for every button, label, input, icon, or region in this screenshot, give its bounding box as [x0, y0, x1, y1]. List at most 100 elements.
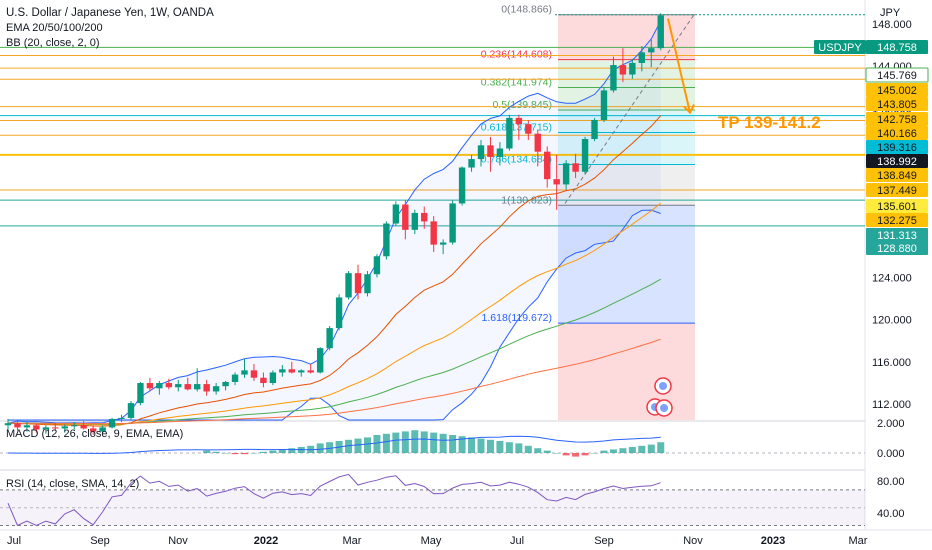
ema200-line: [8, 338, 661, 425]
price-tag-label: 142.758: [877, 114, 917, 126]
price-tag: [866, 97, 928, 111]
ema20-line: [7, 115, 662, 427]
candle-body: [326, 328, 333, 349]
candle-body: [657, 15, 664, 49]
fib-label: 0.5(139.845): [492, 99, 552, 111]
price-tag: [866, 126, 928, 140]
fib-label: 1.618(119.672): [482, 312, 552, 324]
event-flag-dot: [660, 404, 668, 412]
candle-body: [231, 374, 239, 382]
fib-label: 0.382(141.974): [481, 77, 552, 89]
price-tag: [866, 83, 928, 97]
candle-body: [156, 383, 163, 389]
price-tag: [866, 168, 928, 182]
candle-body: [525, 124, 532, 134]
candle-body: [108, 418, 116, 428]
time-tick: Nov: [683, 535, 703, 547]
macd-bar: [581, 453, 589, 456]
rsi-legend: RSI (14, close, SMA, 14, 2): [6, 478, 140, 490]
fib-label: 0.618(137.715): [481, 121, 552, 133]
candle-body: [23, 425, 31, 428]
time-tick: Sep: [90, 535, 110, 547]
macd-bar: [638, 445, 646, 453]
price-tag-label: 139.316: [877, 142, 917, 154]
candle-body: [14, 423, 21, 428]
candle-body: [648, 48, 655, 53]
candle-body: [345, 273, 352, 298]
macd-bar: [278, 449, 286, 453]
price-tag-label: 143.805: [877, 99, 917, 111]
price-tag: [866, 154, 928, 168]
currency-label: JPY: [880, 7, 901, 19]
price-tag-label: 132.275: [877, 215, 917, 227]
candle-body: [146, 383, 154, 389]
candle-body: [222, 381, 229, 387]
price-tag: [865, 67, 929, 83]
macd-bar: [411, 430, 419, 453]
macd-bar: [430, 432, 438, 453]
macd-bar: [288, 448, 296, 453]
candle-body: [175, 384, 182, 388]
candle-body: [411, 212, 418, 230]
macd-bar: [363, 437, 371, 453]
macd-bar: [505, 442, 513, 453]
candle-body: [468, 159, 475, 168]
price-tag: [866, 241, 928, 255]
candle-body: [562, 163, 570, 185]
fib-label: 0.236(144.608): [481, 49, 552, 61]
macd-bar: [373, 435, 381, 453]
rsi-tick: 80.00: [877, 476, 905, 488]
macd-bar: [269, 450, 277, 453]
candle-body: [194, 384, 201, 390]
price-tag: [866, 228, 928, 242]
candle-body: [4, 423, 12, 426]
macd-bar: [628, 447, 636, 453]
ema-legend: EMA 20/50/100/200: [6, 22, 103, 34]
chart-title: U.S. Dollar / Japanese Yen, 1W, OANDA: [6, 7, 214, 19]
candle-body: [600, 90, 608, 120]
macd-bar: [316, 443, 324, 453]
candle-body: [392, 204, 400, 224]
candle-body: [335, 297, 343, 329]
candle-body: [33, 425, 40, 430]
candle-body: [364, 274, 371, 294]
macd-legend: MACD (12, 26, close, 9, EMA, EMA): [6, 428, 184, 440]
macd-bar: [647, 444, 655, 453]
candle-body: [638, 52, 646, 63]
fib-label: 0(148.866): [501, 4, 552, 16]
macd-bar: [553, 453, 561, 454]
macd-bar: [543, 450, 551, 453]
candle-body: [439, 242, 447, 245]
macd-bar: [401, 431, 409, 453]
price-tick: 124.000: [872, 272, 912, 284]
candle-body: [184, 384, 191, 390]
bb-legend: BB (20, close, 2, 0): [6, 37, 100, 49]
macd-bar: [515, 443, 523, 453]
candle-body: [203, 384, 210, 392]
macd-bar: [241, 453, 248, 455]
price-tag: [866, 183, 928, 197]
candle-body: [260, 377, 267, 384]
macd-bar: [392, 432, 400, 453]
price-tag-label: 135.601: [877, 201, 917, 213]
macd-bar: [468, 437, 476, 453]
time-tick: Jul: [7, 535, 21, 547]
candle-body: [241, 370, 248, 375]
macd-bar: [382, 433, 390, 453]
candle-body: [487, 145, 494, 157]
macd-tick: 2.000: [877, 418, 905, 430]
candle-body: [212, 386, 220, 392]
candle-body: [496, 148, 504, 157]
price-tick: 116.000: [872, 357, 911, 369]
price-tag-label: 137.449: [877, 185, 917, 197]
candle-body: [316, 348, 324, 373]
time-tick: Jul: [510, 535, 524, 547]
price-tick: 120.000: [872, 315, 912, 327]
candle-body: [373, 256, 381, 275]
macd-bar: [439, 433, 447, 453]
price-tag: [866, 140, 928, 154]
time-tick: 2022: [254, 535, 278, 547]
macd-bar: [486, 439, 494, 453]
macd-bar: [212, 451, 220, 453]
